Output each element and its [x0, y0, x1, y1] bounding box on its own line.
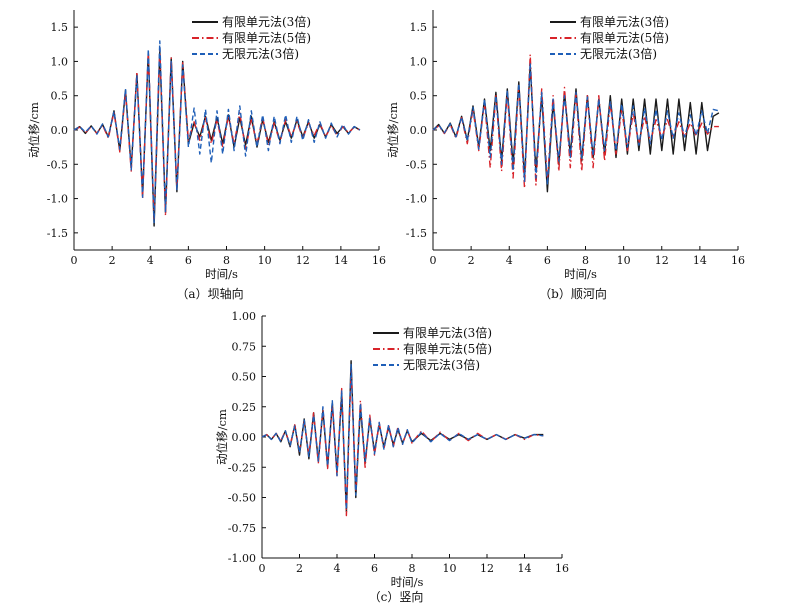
- y-tick-label: 0.75: [232, 340, 257, 353]
- x-tick-label: 10: [258, 254, 272, 267]
- x-tick-label: 8: [409, 562, 416, 575]
- x-tick-label: 0: [71, 254, 78, 267]
- x-axis-title: 时间/s: [391, 575, 424, 589]
- legend-entry: 无限元法(3倍): [403, 357, 480, 372]
- series-line: [432, 64, 720, 193]
- x-tick-label: 2: [296, 562, 303, 575]
- x-tick-label: 6: [544, 254, 551, 267]
- y-tick-label: -1.00: [228, 552, 256, 565]
- y-tick-label: -0.5: [47, 158, 68, 171]
- x-tick-label: 16: [555, 562, 569, 575]
- y-tick-label: -0.5: [406, 158, 427, 171]
- y-axis-title: 动位移/cm: [27, 102, 41, 158]
- chart-panel-b: 0 2 4 6 8 10 12 14 16 -1.5 -1.0 -0.5 0.0 0.5 1.0 1.5 时间/…: [386, 10, 745, 301]
- y-tick-label: 0.25: [232, 401, 257, 414]
- series-line: [73, 50, 361, 227]
- x-tick-label: 6: [371, 562, 378, 575]
- series-line: [261, 369, 544, 517]
- x-tick-label: 4: [334, 562, 341, 575]
- x-tick-label: 0: [259, 562, 266, 575]
- series-line: [73, 40, 361, 224]
- y-tick-label: 0.5: [410, 90, 428, 103]
- legend-entry: 有限单元法(5倍): [222, 30, 311, 45]
- chart-panel-c: 0 2 4 6 8 10 12 14 16 -1.00 -0.75 -0.50 -0.25 0.00 0.2…: [215, 310, 569, 604]
- panel-caption: （a）坝轴向: [176, 286, 243, 301]
- legend-entry: 无限元法(3倍): [222, 46, 299, 61]
- x-tick-label: 16: [731, 254, 745, 267]
- x-tick-label: 8: [582, 254, 589, 267]
- x-tick-label: 2: [109, 254, 116, 267]
- y-tick-label: 1.0: [410, 55, 428, 68]
- x-tick-label: 16: [372, 254, 386, 267]
- legend-entry: 无限元法(3倍): [580, 46, 657, 61]
- y-tick-label: -1.5: [406, 227, 427, 240]
- series-line: [261, 360, 544, 513]
- legend-entry: 有限单元法(3倍): [403, 325, 492, 340]
- y-tick-label: -1.0: [406, 193, 427, 206]
- y-tick-label: -1.5: [47, 227, 68, 240]
- y-tick-label: -0.75: [228, 522, 256, 535]
- y-tick-label: -0.25: [228, 461, 256, 474]
- x-axis-title: 时间/s: [564, 267, 597, 281]
- y-axis-title: 动位移/cm: [386, 102, 400, 158]
- x-tick-label: 6: [185, 254, 192, 267]
- x-axis-title: 时间/s: [205, 267, 238, 281]
- x-tick-label: 10: [617, 254, 631, 267]
- x-tick-label: 12: [296, 254, 310, 267]
- legend-entry: 有限单元法(3倍): [222, 14, 311, 29]
- y-tick-label: 0.5: [51, 90, 69, 103]
- x-tick-label: 14: [518, 562, 532, 575]
- chart-panel-a: 0 2 4 6 8 10 12 14 16 -1.5 -1.0 -0.5 0.0 0.5 1.0 1.5 时间/…: [27, 10, 386, 301]
- legend-entry: 有限单元法(3倍): [580, 14, 669, 29]
- y-tick-label: 0.00: [232, 431, 257, 444]
- x-tick-label: 12: [655, 254, 669, 267]
- x-tick-label: 4: [147, 254, 154, 267]
- x-tick-label: 8: [223, 254, 230, 267]
- legend-entry: 有限单元法(5倍): [403, 341, 492, 356]
- panel-caption: （b）顺河向: [539, 286, 607, 301]
- y-tick-label: 0.50: [232, 371, 257, 384]
- y-tick-label: 1.5: [410, 21, 428, 34]
- x-tick-label: 14: [334, 254, 348, 267]
- x-tick-label: 0: [430, 254, 437, 267]
- y-tick-label: -1.0: [47, 193, 68, 206]
- x-tick-label: 2: [468, 254, 475, 267]
- y-tick-label: 0.0: [410, 124, 428, 137]
- y-axis-title: 动位移/cm: [215, 409, 229, 465]
- panel-caption: （c）竖向: [369, 589, 424, 604]
- series-line: [432, 62, 720, 186]
- legend-entry: 有限单元法(5倍): [580, 30, 669, 45]
- x-tick-label: 14: [693, 254, 707, 267]
- y-tick-label: 1.0: [51, 55, 69, 68]
- y-tick-label: 1.00: [232, 310, 257, 323]
- x-tick-label: 10: [443, 562, 457, 575]
- x-tick-label: 4: [506, 254, 513, 267]
- y-tick-label: -0.50: [228, 492, 256, 505]
- y-tick-label: 1.5: [51, 21, 69, 34]
- y-tick-label: 0.0: [51, 124, 69, 137]
- x-tick-label: 12: [480, 562, 494, 575]
